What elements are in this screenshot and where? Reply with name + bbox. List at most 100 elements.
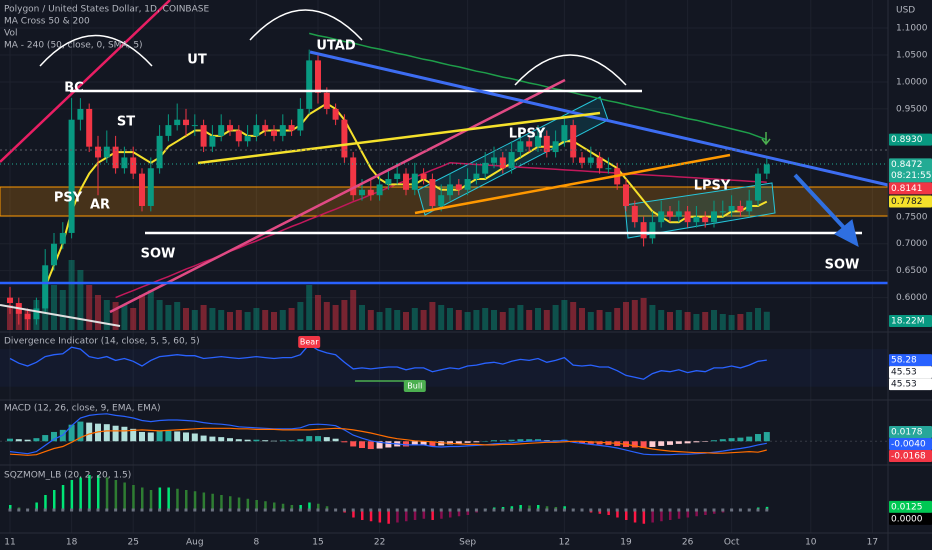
y-tick-label: 0.6500 — [896, 266, 928, 276]
momentum-bar — [537, 505, 540, 510]
x-tick-label: Aug — [186, 538, 204, 548]
squeeze-dot — [87, 508, 91, 512]
volume-bar — [675, 310, 682, 330]
candle-body — [631, 205, 638, 223]
macd-bar — [517, 439, 524, 442]
macd-bar — [473, 441, 480, 443]
volume-bar — [737, 314, 744, 330]
squeeze-dot — [228, 508, 232, 512]
macd-bar — [702, 441, 709, 442]
countdown-label: 08:21:55 — [891, 171, 931, 181]
trend-line — [0, 304, 121, 327]
momentum-bar — [325, 506, 329, 510]
x-tick-label: 10 — [805, 538, 817, 548]
macd-bar — [464, 441, 471, 443]
candle-body — [719, 211, 726, 213]
macd-bar — [24, 439, 31, 442]
candle-body — [755, 173, 761, 201]
macd-bar — [7, 438, 13, 442]
squeeze-dot — [246, 508, 250, 512]
squeeze-dot — [756, 508, 760, 512]
y-tick-label: 1.0000 — [896, 77, 928, 87]
volume-bar — [535, 308, 541, 330]
momentum-bar — [431, 510, 434, 520]
momentum-bar — [105, 477, 109, 510]
volume-bar — [649, 305, 656, 330]
candle-body — [552, 141, 559, 153]
macd-bar — [165, 430, 172, 442]
y-tick-label: 0.7000 — [896, 239, 928, 249]
momentum-bar — [202, 492, 206, 510]
x-tick-label: 8 — [254, 538, 260, 548]
squeeze-dot — [589, 508, 593, 512]
momentum-bar — [669, 510, 672, 520]
momentum-bar — [97, 475, 100, 510]
squeeze-dot — [606, 508, 610, 512]
y-tick-label: 0.9500 — [896, 104, 928, 114]
macd-bar — [737, 437, 744, 442]
momentum-bar — [616, 510, 619, 518]
volume-bar — [130, 308, 137, 330]
momentum-bar — [369, 510, 373, 522]
squeeze-dot — [650, 508, 654, 512]
candle-body — [675, 211, 682, 217]
momentum-bar — [396, 510, 399, 523]
squeeze-dot — [483, 508, 487, 512]
volume-bar — [746, 312, 753, 330]
candle-body — [473, 173, 480, 180]
price-label-box — [889, 450, 932, 463]
momentum-bar — [387, 510, 390, 524]
volume-bar — [491, 310, 497, 330]
volume-bar — [623, 302, 629, 330]
annotation: BC — [64, 81, 83, 96]
squeeze-dot — [694, 508, 698, 512]
squeeze-dot — [140, 508, 144, 512]
volume-bar — [350, 290, 357, 330]
price-label: 0.8930 — [891, 135, 923, 145]
momentum-bar — [457, 510, 461, 517]
volume-bar — [200, 305, 207, 330]
symbol-title: Polygon / United States Dollar, 1D, COIN… — [4, 5, 209, 15]
candle-body — [332, 108, 339, 120]
macd-bar — [658, 441, 665, 446]
study-name: MA Cross 50 & 200 — [4, 17, 90, 27]
candle-body — [95, 146, 101, 158]
macd-bar — [649, 441, 656, 447]
price-label-box — [889, 158, 932, 183]
price-label: 0.8141 — [891, 184, 923, 194]
squeeze-dot — [325, 508, 329, 512]
momentum-bar — [44, 495, 47, 510]
candle-body — [482, 162, 489, 174]
arrow-head — [834, 219, 859, 247]
momentum-bar — [695, 510, 698, 517]
momentum-bar — [61, 485, 65, 510]
squeeze-dot — [615, 508, 619, 512]
candle-body — [165, 125, 172, 136]
macd-bar — [227, 438, 233, 442]
candle-body — [693, 216, 700, 223]
study-name: Vol — [4, 29, 17, 39]
macd-bar — [51, 431, 57, 442]
squeeze-dot — [492, 508, 496, 512]
moving-average — [309, 32, 768, 141]
candle-body — [271, 130, 277, 136]
macd-bar — [420, 441, 427, 445]
squeeze-dot — [474, 508, 478, 512]
candle-body — [394, 173, 401, 180]
candle-body — [667, 211, 673, 217]
macd-bar — [482, 441, 489, 442]
annotation: LPSY — [694, 179, 731, 194]
volume-bar — [376, 312, 383, 330]
macd-bar — [429, 441, 436, 446]
volume-bar — [121, 305, 128, 330]
squeeze-dot — [378, 508, 382, 512]
squeeze-dot — [202, 508, 206, 512]
candle-body — [579, 157, 585, 163]
squeeze-dot — [61, 508, 65, 512]
momentum-bar — [378, 510, 382, 523]
arrow — [761, 132, 771, 146]
candle-body — [570, 125, 577, 158]
volume-bar — [385, 308, 392, 330]
macd-bar — [526, 439, 533, 442]
volume-bar — [508, 308, 515, 330]
